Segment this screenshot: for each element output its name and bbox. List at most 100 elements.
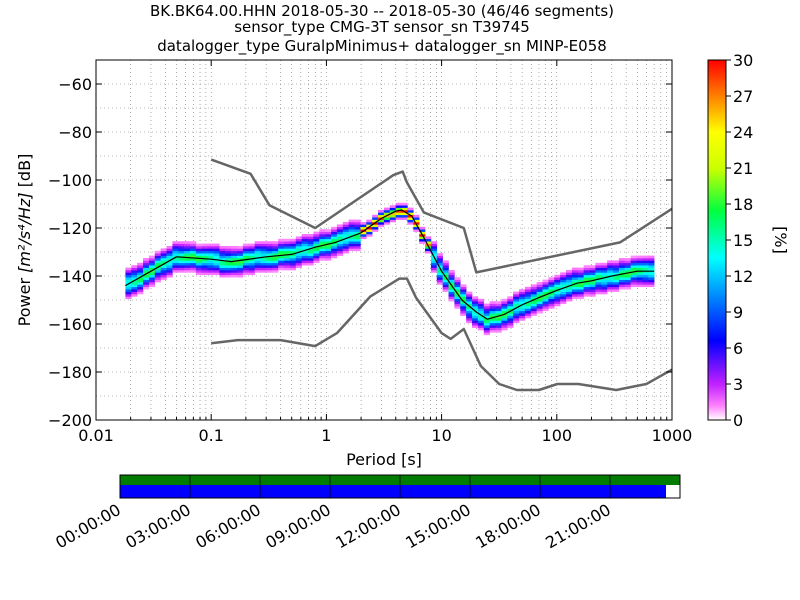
- psd-cell: [154, 279, 161, 283]
- psd-cell: [642, 277, 649, 280]
- psd-cell: [495, 325, 502, 328]
- psd-cell: [583, 284, 590, 288]
- psd-cell: [483, 308, 490, 312]
- psd-cell: [172, 267, 179, 271]
- psd-cell: [301, 250, 308, 254]
- psd-cell: [613, 267, 620, 271]
- psd-cell: [219, 267, 226, 271]
- psd-cell: [284, 250, 291, 254]
- psd-cell: [548, 286, 555, 290]
- time-tick-label: 00:00:00: [52, 500, 124, 552]
- psd-cell: [407, 207, 414, 211]
- psd-cell: [571, 289, 579, 292]
- psd-cell: [389, 217, 396, 220]
- psd-cell: [430, 265, 438, 268]
- psd-cell: [354, 246, 361, 249]
- psd-cell: [601, 270, 608, 273]
- psd-cell: [519, 306, 526, 309]
- psd-cell: [466, 318, 473, 321]
- psd-cell: [395, 217, 402, 220]
- psd-cell: [348, 246, 355, 249]
- psd-cell: [648, 258, 655, 261]
- psd-cell: [225, 248, 232, 252]
- psd-cell: [630, 260, 637, 264]
- psd-cell: [548, 296, 555, 300]
- psd-cell: [278, 255, 285, 259]
- psd-cell: [148, 267, 156, 271]
- psd-cell: [266, 241, 273, 244]
- psd-cell: [148, 272, 156, 276]
- psd-cell: [419, 231, 426, 235]
- psd-cell: [154, 258, 161, 261]
- psd-cell: [401, 202, 408, 206]
- x-tick-label: 100: [542, 426, 573, 445]
- psd-cell: [278, 262, 285, 266]
- psd-cell: [489, 303, 496, 307]
- psd-cell: [501, 320, 508, 324]
- psd-cell: [430, 253, 438, 256]
- psd-cell: [131, 267, 138, 271]
- psd-cell: [284, 255, 291, 259]
- psd-cell: [178, 241, 185, 244]
- psd-cell: [613, 274, 620, 278]
- psd-cell: [284, 246, 291, 249]
- psd-cell: [166, 274, 173, 278]
- psd-cell: [566, 274, 573, 278]
- psd-cell: [331, 229, 338, 232]
- psd-cell: [178, 253, 185, 256]
- psd-cell: [231, 246, 238, 249]
- psd-cell: [148, 258, 156, 261]
- psd-cell: [489, 325, 496, 328]
- psd-cell: [454, 284, 461, 288]
- psd-cell: [483, 313, 490, 316]
- psd-cell: [348, 248, 355, 252]
- psd-cell: [225, 255, 232, 259]
- psd-cell: [160, 277, 167, 280]
- psd-cell: [266, 270, 273, 273]
- psd-cell: [342, 238, 349, 242]
- psd-cell: [436, 255, 443, 259]
- psd-cell: [207, 260, 214, 264]
- psd-cell: [430, 246, 438, 249]
- psd-cell: [254, 262, 261, 266]
- psd-cell: [342, 224, 349, 228]
- psd-cell: [207, 248, 214, 252]
- psd-cell: [595, 291, 602, 295]
- psd-cell: [295, 241, 302, 244]
- psd-cell: [354, 224, 361, 228]
- y-tick-label: −120: [48, 219, 92, 238]
- psd-cell: [336, 229, 344, 232]
- psd-cell: [231, 258, 238, 261]
- psd-cell: [301, 234, 308, 237]
- psd-cell: [595, 289, 602, 292]
- psd-cell: [519, 294, 526, 297]
- psd-cell: [325, 238, 332, 242]
- psd-cell: [348, 238, 355, 242]
- psd-cell: [595, 286, 602, 290]
- psd-cell: [530, 286, 537, 290]
- psd-cell: [577, 291, 584, 295]
- psd-cell: [601, 272, 608, 276]
- psd-cell: [237, 272, 244, 276]
- psd-cell: [495, 330, 502, 333]
- psd-cell: [577, 284, 584, 288]
- psd-cell: [301, 253, 308, 256]
- psd-cell: [448, 291, 455, 295]
- psd-cell: [595, 270, 602, 273]
- psd-cell: [231, 265, 238, 268]
- psd-cell: [483, 306, 490, 309]
- psd-cell: [542, 298, 549, 302]
- psd-cell: [577, 294, 584, 297]
- psd-cell: [225, 262, 232, 266]
- psd-cell: [184, 258, 191, 261]
- grid-lines: [95, 60, 672, 420]
- colorbar-label: [%]: [771, 226, 790, 254]
- psd-cell: [419, 226, 426, 230]
- psd-cell: [630, 255, 637, 259]
- psd-cell: [483, 327, 490, 331]
- psd-cell: [613, 289, 620, 292]
- psd-cell: [184, 265, 191, 268]
- psd-cell: [348, 224, 355, 228]
- psd-cell: [160, 272, 167, 276]
- psd-cell: [272, 267, 279, 271]
